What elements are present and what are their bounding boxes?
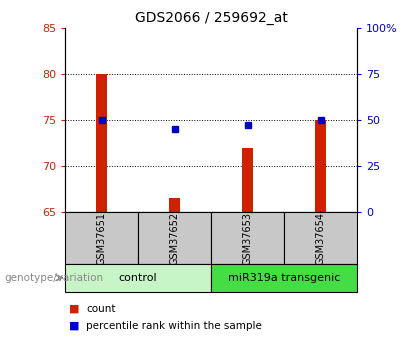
Text: ■: ■: [69, 304, 80, 314]
Bar: [65, 264, 211, 292]
Text: GSM37652: GSM37652: [170, 211, 180, 265]
Bar: [242, 148, 253, 212]
Text: genotype/variation: genotype/variation: [4, 273, 103, 283]
Text: GSM37653: GSM37653: [242, 211, 252, 265]
Text: ■: ■: [69, 321, 80, 331]
Bar: [211, 212, 284, 264]
Bar: [315, 120, 326, 212]
Bar: [169, 198, 180, 212]
Text: percentile rank within the sample: percentile rank within the sample: [86, 321, 262, 331]
Bar: [65, 212, 138, 264]
Bar: [96, 74, 107, 212]
Text: GSM37654: GSM37654: [315, 211, 326, 265]
Text: control: control: [119, 273, 158, 283]
Text: miR319a transgenic: miR319a transgenic: [228, 273, 340, 283]
Bar: [138, 212, 211, 264]
Title: GDS2066 / 259692_at: GDS2066 / 259692_at: [135, 11, 287, 25]
Text: GSM37651: GSM37651: [97, 211, 107, 265]
Text: count: count: [86, 304, 116, 314]
Bar: [211, 264, 357, 292]
Bar: [284, 212, 357, 264]
